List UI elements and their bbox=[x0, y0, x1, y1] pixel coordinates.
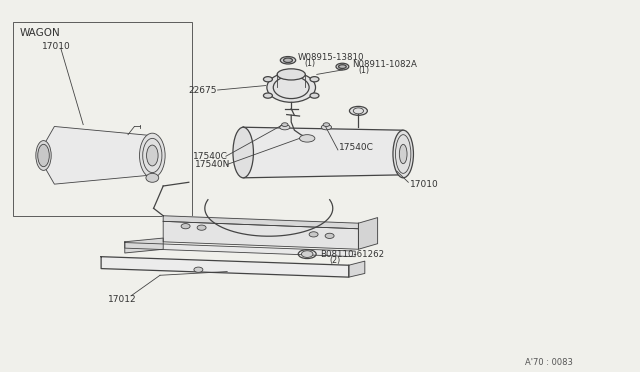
Polygon shape bbox=[358, 218, 378, 249]
Circle shape bbox=[181, 224, 190, 229]
Text: 17012: 17012 bbox=[108, 295, 136, 304]
Polygon shape bbox=[42, 126, 154, 184]
Ellipse shape bbox=[277, 69, 305, 80]
Text: 17010: 17010 bbox=[410, 180, 438, 189]
Ellipse shape bbox=[393, 130, 413, 178]
Ellipse shape bbox=[339, 65, 346, 68]
Ellipse shape bbox=[233, 127, 253, 178]
Text: (2): (2) bbox=[330, 256, 341, 265]
Polygon shape bbox=[163, 221, 358, 249]
Text: 17010: 17010 bbox=[42, 42, 70, 51]
Text: WAGON: WAGON bbox=[19, 29, 60, 38]
Ellipse shape bbox=[321, 125, 332, 130]
Bar bbox=[13, 22, 192, 216]
Ellipse shape bbox=[280, 57, 296, 64]
Text: B08110-61262: B08110-61262 bbox=[320, 250, 384, 259]
Ellipse shape bbox=[36, 141, 51, 170]
Ellipse shape bbox=[336, 63, 349, 70]
Ellipse shape bbox=[146, 173, 159, 182]
Ellipse shape bbox=[280, 125, 290, 130]
Circle shape bbox=[282, 123, 288, 126]
Text: N08911-1082A: N08911-1082A bbox=[352, 60, 417, 69]
Text: 17540C: 17540C bbox=[193, 152, 228, 161]
Circle shape bbox=[197, 225, 206, 230]
Ellipse shape bbox=[310, 93, 319, 98]
Polygon shape bbox=[163, 216, 358, 229]
Ellipse shape bbox=[284, 58, 292, 62]
Text: (1): (1) bbox=[304, 59, 315, 68]
Polygon shape bbox=[243, 127, 403, 178]
Circle shape bbox=[309, 232, 318, 237]
Text: A'70 : 0083: A'70 : 0083 bbox=[525, 358, 573, 367]
Polygon shape bbox=[101, 257, 349, 277]
Ellipse shape bbox=[140, 133, 165, 178]
Ellipse shape bbox=[399, 144, 407, 164]
Ellipse shape bbox=[267, 73, 316, 102]
Ellipse shape bbox=[38, 144, 49, 167]
Text: 22675: 22675 bbox=[189, 86, 218, 94]
Text: (1): (1) bbox=[358, 66, 369, 75]
Circle shape bbox=[301, 251, 313, 257]
Text: W08915-13810: W08915-13810 bbox=[298, 53, 364, 62]
Ellipse shape bbox=[264, 93, 273, 98]
Ellipse shape bbox=[300, 135, 315, 142]
Ellipse shape bbox=[349, 106, 367, 115]
Polygon shape bbox=[349, 261, 365, 277]
Text: 17540N: 17540N bbox=[195, 160, 230, 169]
Text: 17540C: 17540C bbox=[339, 143, 374, 152]
Circle shape bbox=[325, 233, 334, 238]
Polygon shape bbox=[125, 238, 163, 253]
Circle shape bbox=[323, 123, 330, 126]
Circle shape bbox=[194, 267, 203, 272]
Ellipse shape bbox=[147, 145, 158, 166]
Ellipse shape bbox=[310, 77, 319, 82]
Polygon shape bbox=[125, 243, 355, 257]
Ellipse shape bbox=[264, 77, 273, 82]
